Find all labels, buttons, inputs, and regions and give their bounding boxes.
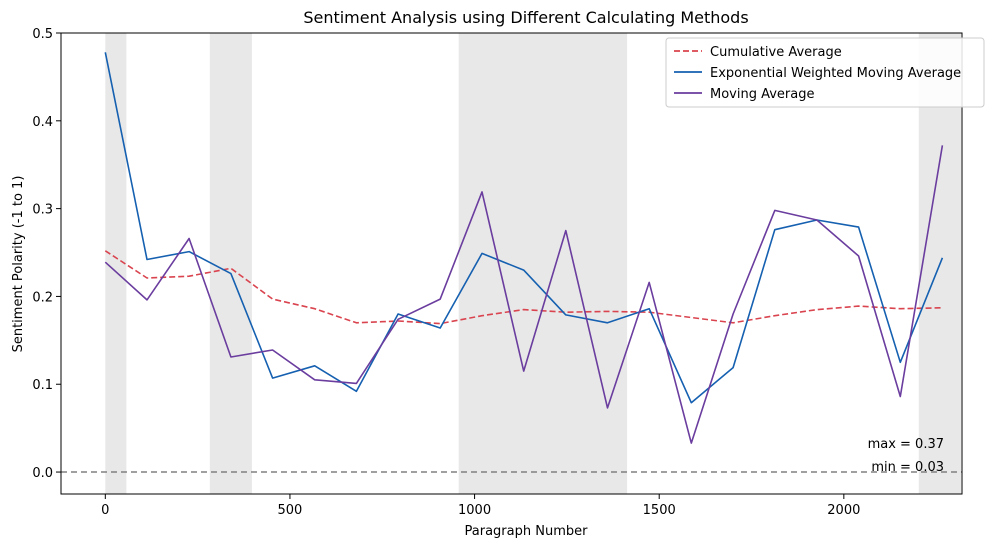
series-line-exponential-weighted-moving-average [104,52,944,404]
legend-label-ewma: Exponential Weighted Moving Average [710,66,961,81]
legend: Cumulative Average Exponential Weighted … [665,37,985,108]
shaded-region-2 [458,33,628,494]
x-tick-label: 2000 [827,503,860,518]
chart-title: Sentiment Analysis using Different Calcu… [303,8,748,27]
max-annotation: max = 0.37 [868,437,944,452]
y-tick-label: 0.2 [32,290,53,305]
legend-label-moving-average: Moving Average [710,87,814,102]
x-tick-label: 1500 [643,503,676,518]
legend-label-cumulative-average: Cumulative Average [710,45,842,60]
x-tick-label: 0 [101,503,109,518]
y-tick-label: 0.0 [32,466,53,481]
legend-box [665,37,985,108]
y-axis-title: Sentiment Polarity (-1 to 1) [11,176,26,353]
series-lines [104,52,944,444]
series-line-moving-average [104,145,944,444]
y-tick-label: 0.3 [32,203,53,218]
shaded-regions [105,33,961,494]
x-axis-title: Paragraph Number [465,524,589,539]
plot-area-frame [60,32,963,495]
x-axis-ticks: 0 500 1000 1500 2000 [101,494,860,518]
shaded-region-1 [209,33,252,494]
y-tick-label: 0.1 [32,378,53,393]
y-tick-label: 0.5 [32,27,53,42]
x-tick-label: 500 [278,503,303,518]
y-tick-label: 0.4 [32,115,53,130]
x-tick-label: 1000 [458,503,491,518]
shaded-region-0 [105,33,127,494]
series-line-cumulative-average [104,250,943,325]
min-annotation: min = 0.03 [871,460,944,475]
y-axis-ticks: 0.0 0.1 0.2 0.3 0.4 0.5 [32,27,61,481]
